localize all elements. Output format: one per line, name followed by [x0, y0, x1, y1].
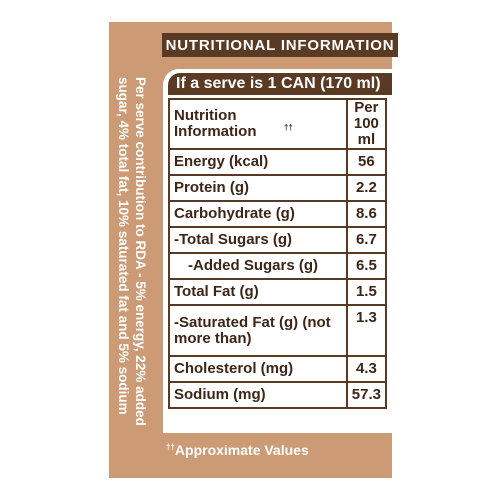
table-row: -Saturated Fat (g) (not more than) 1.3 — [168, 304, 388, 357]
nutrient-value: 2.2 — [345, 174, 388, 202]
nutrition-header: NUTRITIONAL INFORMATION — [162, 33, 398, 57]
nutrient-name: -Total Sugars (g) — [168, 226, 348, 254]
nutrient-value: 56 — [345, 148, 388, 176]
nutrient-value: 57.3 — [345, 381, 388, 409]
nutrient-name: -Added Sugars (g) — [168, 252, 348, 280]
table-row: -Added Sugars (g) 6.5 — [168, 252, 388, 280]
header-nutrient-mark: †† — [284, 123, 293, 132]
nutrient-value: 1.5 — [345, 278, 388, 306]
footnote-mark: †† — [166, 442, 175, 452]
nutrient-value: 6.7 — [345, 226, 388, 254]
rda-side-note: Per serve contribution to RDA - 5% energ… — [116, 77, 148, 426]
nutrient-name: Total Fat (g) — [168, 278, 348, 306]
footnote-text: Approximate Values — [174, 442, 309, 458]
nutrition-table-wrap: Nutrition Information †† Per 100 ml Energ… — [163, 98, 392, 433]
nutrient-value: 1.3 — [345, 304, 388, 357]
footnote: ††Approximate Values — [166, 442, 309, 458]
serve-size-label: If a serve is 1 CAN (170 ml) — [176, 75, 381, 92]
table-row: Carbohydrate (g) 8.6 — [168, 200, 388, 228]
header-title: NUTRITIONAL INFORMATION — [165, 36, 395, 54]
table-row: Sodium (mg) 57.3 — [168, 381, 388, 409]
table-row: Energy (kcal) 56 — [168, 148, 388, 176]
nutrient-name: Energy (kcal) — [168, 148, 348, 176]
side-note-wrap: Per serve contribution to RDA - 5% energ… — [112, 77, 152, 433]
nutrient-name: Carbohydrate (g) — [168, 200, 348, 228]
nutrient-value: 6.5 — [345, 252, 388, 280]
nutrition-table: Nutrition Information †† Per 100 ml Energ… — [168, 98, 388, 409]
table-header-per100: Per 100 ml — [345, 98, 388, 150]
nutrient-value: 4.3 — [345, 355, 388, 383]
table-row: Protein (g) 2.2 — [168, 174, 388, 202]
table-header-row: Nutrition Information †† Per 100 ml — [168, 98, 388, 150]
nutrient-name: Sodium (mg) — [168, 381, 348, 409]
table-header-nutrient: Nutrition Information †† — [168, 98, 348, 150]
table-row: Cholesterol (mg) 4.3 — [168, 355, 388, 383]
nutrient-name: Cholesterol (mg) — [168, 355, 348, 383]
header-nutrient-label: Nutrition Information — [174, 107, 257, 140]
serve-size-banner: If a serve is 1 CAN (170 ml) — [168, 73, 392, 95]
nutrient-name: Protein (g) — [168, 174, 348, 202]
nutrient-name: -Saturated Fat (g) (not more than) — [168, 304, 348, 357]
table-row: Total Fat (g) 1.5 — [168, 278, 388, 306]
nutrient-value: 8.6 — [345, 200, 388, 228]
table-row: -Total Sugars (g) 6.7 — [168, 226, 388, 254]
